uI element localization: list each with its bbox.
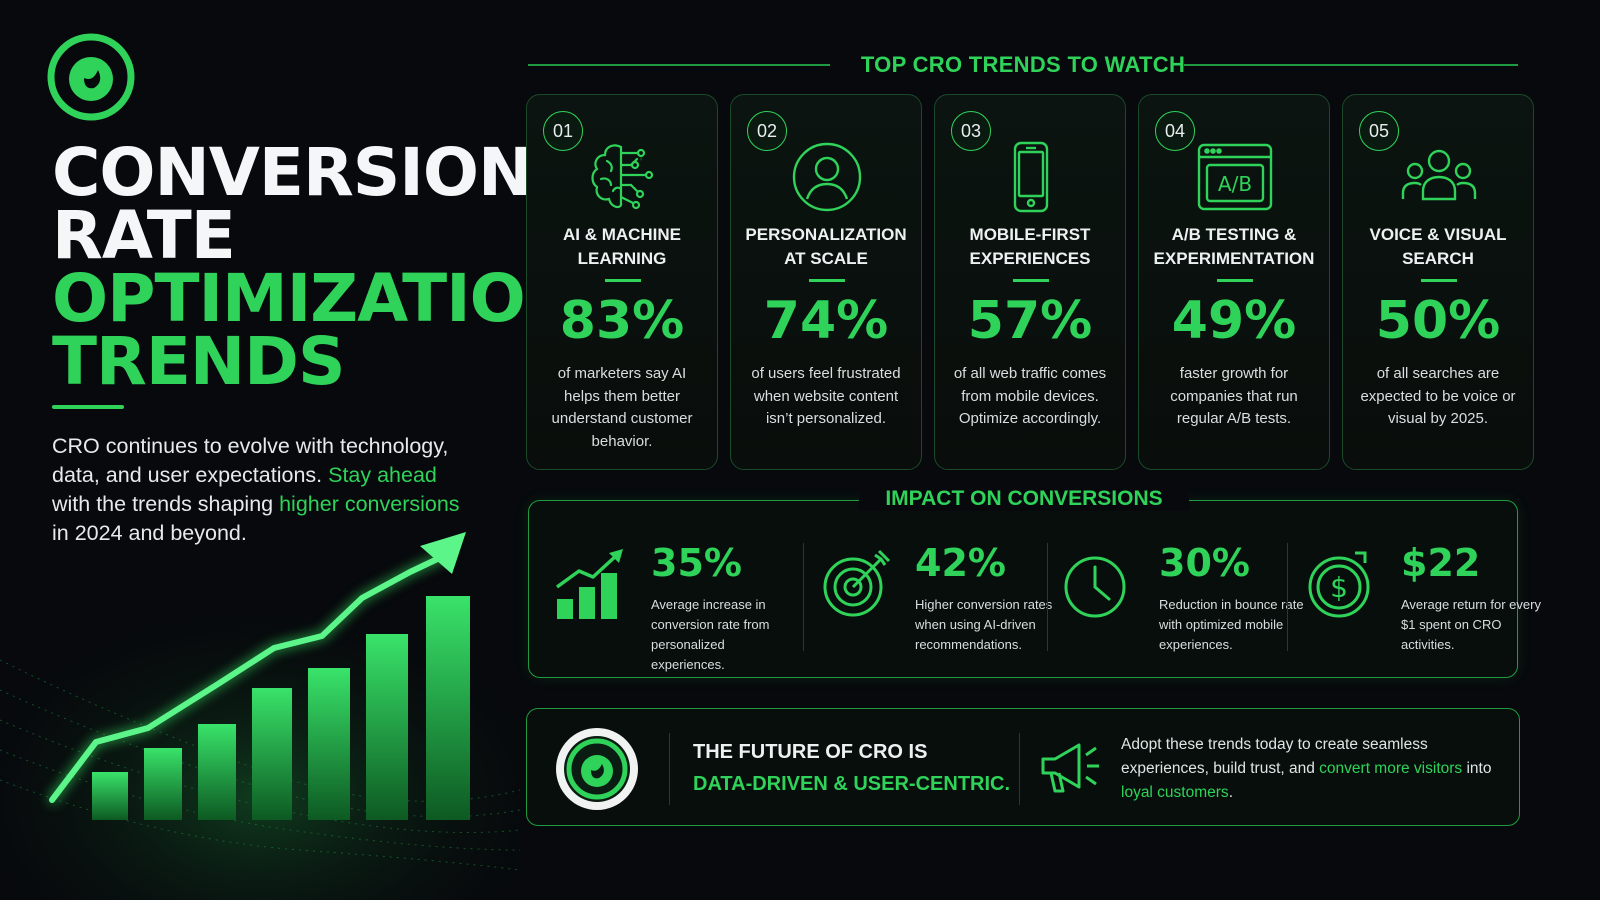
card-description: of users feel frustrated when website co… bbox=[751, 365, 901, 427]
footer-message: Adopt these trends today to create seaml… bbox=[1121, 733, 1501, 805]
page-title-line-4: TRENDS bbox=[52, 323, 345, 400]
impact-description: Higher conversion rates when using AI-dr… bbox=[915, 597, 1053, 652]
impact-item-bounce: 30% Reduction in bounce rate with optimi… bbox=[1063, 541, 1304, 652]
page-title-line-2: RATE bbox=[52, 197, 236, 274]
dollar-coin-icon: $ bbox=[1308, 551, 1370, 618]
growth-bar-5 bbox=[308, 668, 350, 820]
growth-bar-4 bbox=[252, 688, 292, 820]
trend-card-ai: 01 AI & MACHINE LEARNING 83% of marketer… bbox=[526, 94, 718, 470]
clock-icon bbox=[1064, 556, 1126, 618]
trend-card-ab-testing: 04 A/B A/B TESTING & EXPERIMENTATION 49%… bbox=[1138, 94, 1330, 470]
footer-headline: THE FUTURE OF CRO IS bbox=[693, 741, 928, 763]
card-stat: 83% bbox=[559, 291, 685, 351]
growth-bar-7 bbox=[426, 596, 470, 820]
growth-bar-2 bbox=[144, 748, 182, 820]
trend-card-personalization: 02 PERSONALIZATION AT SCALE 74% of users… bbox=[730, 94, 922, 470]
intro-paragraph: CRO continues to evolve with technology,… bbox=[52, 432, 472, 548]
title-underline bbox=[52, 405, 124, 409]
impact-value: $22 bbox=[1401, 541, 1481, 585]
card-stat: 74% bbox=[763, 291, 889, 351]
card-number: 02 bbox=[747, 111, 787, 151]
impact-description: Average return for every $1 spent on CRO… bbox=[1401, 597, 1541, 652]
footer-divider bbox=[1019, 733, 1020, 805]
footer-highlight-1: convert more visitors bbox=[1319, 760, 1463, 777]
card-divider bbox=[809, 279, 845, 282]
heading-rule-right bbox=[1184, 64, 1518, 66]
card-description: of all searches are expected to be voice… bbox=[1360, 365, 1516, 427]
trend-card-voice-search: 05 VOICE & VISUAL SEARCH 50% of all sear… bbox=[1342, 94, 1534, 470]
footer-divider bbox=[669, 733, 670, 805]
trends-heading: TOP CRO TRENDS TO WATCH bbox=[860, 52, 1186, 77]
card-divider bbox=[1013, 279, 1049, 282]
impact-value: 42% bbox=[915, 541, 1006, 585]
growth-bar-3 bbox=[198, 724, 236, 820]
eye-logo-icon bbox=[556, 728, 638, 810]
impact-divider bbox=[1287, 543, 1288, 651]
user-group-icon bbox=[1401, 149, 1477, 201]
impact-item-ai: 42% Higher conversion rates when using A… bbox=[819, 541, 1059, 652]
card-divider bbox=[605, 279, 641, 282]
ab-test-window-icon: A/B bbox=[1197, 143, 1273, 211]
intro-highlight-1: Stay ahead bbox=[328, 463, 437, 487]
card-stat: 50% bbox=[1375, 291, 1501, 351]
page-title-line-3: OPTIMIZATION bbox=[52, 260, 580, 337]
svg-text:$: $ bbox=[1330, 571, 1348, 604]
impact-item-personalization: 35% Average increase in conversion rate … bbox=[555, 541, 805, 672]
card-divider bbox=[1217, 279, 1253, 282]
trend-card-mobile: 03 MOBILE-FIRST EXPERIENCES 57% of all w… bbox=[934, 94, 1126, 470]
card-description: of marketers say AI helps them better un… bbox=[551, 365, 693, 450]
footer-panel: THE FUTURE OF CRO IS DATA-DRIVEN & USER-… bbox=[526, 708, 1520, 826]
card-description: of all web traffic comes from mobile dev… bbox=[953, 365, 1107, 427]
footer-tagline: DATA-DRIVEN & USER-CENTRIC. bbox=[693, 773, 1011, 795]
smartphone-icon bbox=[1013, 141, 1049, 213]
card-title: MOBILE-FIRST EXPERIENCES bbox=[969, 225, 1091, 268]
impact-description: Reduction in bounce rate with optimized … bbox=[1159, 597, 1304, 652]
growth-bar-6 bbox=[366, 634, 408, 820]
eye-logo-icon bbox=[47, 33, 135, 121]
impact-value: 35% bbox=[651, 541, 742, 585]
user-icon bbox=[792, 142, 862, 212]
card-title: VOICE & VISUAL SEARCH bbox=[1369, 225, 1507, 268]
impact-description: Average increase in conversion rate from… bbox=[651, 597, 770, 672]
card-title: A/B TESTING & EXPERIMENTATION bbox=[1153, 225, 1315, 268]
card-title: PERSONALIZATION AT SCALE bbox=[745, 225, 907, 268]
impact-item-roi: $ $22 Average return for every $1 spent … bbox=[1305, 541, 1541, 652]
impact-panel: IMPACT ON CONVERSIONS 35% Average increa… bbox=[528, 487, 1541, 678]
intro-highlight-2: higher conversions bbox=[279, 492, 460, 516]
impact-divider bbox=[1047, 543, 1048, 651]
footer-text-3: . bbox=[1228, 784, 1233, 801]
card-description: faster growth for companies that run reg… bbox=[1170, 365, 1298, 427]
page-title-line-1: CONVERSION bbox=[52, 134, 533, 211]
footer-text-1: Adopt these trends today to create seaml… bbox=[1121, 736, 1428, 777]
card-number: 03 bbox=[951, 111, 991, 151]
growth-bar-1 bbox=[92, 772, 128, 820]
card-stat: 49% bbox=[1171, 291, 1297, 351]
growth-arrow-line bbox=[49, 551, 451, 803]
megaphone-icon bbox=[1041, 743, 1099, 793]
growth-arrow-head bbox=[420, 532, 466, 574]
intro-text-2: with the trends shaping bbox=[52, 492, 280, 516]
growth-illustration bbox=[0, 532, 520, 900]
intro-text-1: CRO continues to evolve with technology,… bbox=[52, 434, 449, 487]
impact-divider bbox=[803, 543, 804, 651]
card-title: AI & MACHINE LEARNING bbox=[562, 225, 682, 268]
target-icon bbox=[823, 549, 891, 617]
impact-value: 30% bbox=[1159, 541, 1250, 585]
card-stat: 57% bbox=[967, 291, 1093, 351]
bar-chart-growth-icon bbox=[555, 549, 623, 619]
card-number: 01 bbox=[543, 111, 583, 151]
footer-text-2: into bbox=[1462, 760, 1492, 777]
card-number: 04 bbox=[1155, 111, 1195, 151]
card-number: 05 bbox=[1359, 111, 1399, 151]
trends-section-header: TOP CRO TRENDS TO WATCH bbox=[528, 50, 1518, 80]
card-divider bbox=[1421, 279, 1457, 282]
intro-text-3: in 2024 and beyond. bbox=[52, 521, 247, 545]
brain-circuit-icon bbox=[591, 144, 654, 210]
footer-highlight-2: loyal customers bbox=[1121, 784, 1229, 801]
svg-text:A/B: A/B bbox=[1218, 172, 1252, 196]
heading-rule-left bbox=[528, 64, 830, 66]
impact-heading: IMPACT ON CONVERSIONS bbox=[859, 487, 1189, 511]
